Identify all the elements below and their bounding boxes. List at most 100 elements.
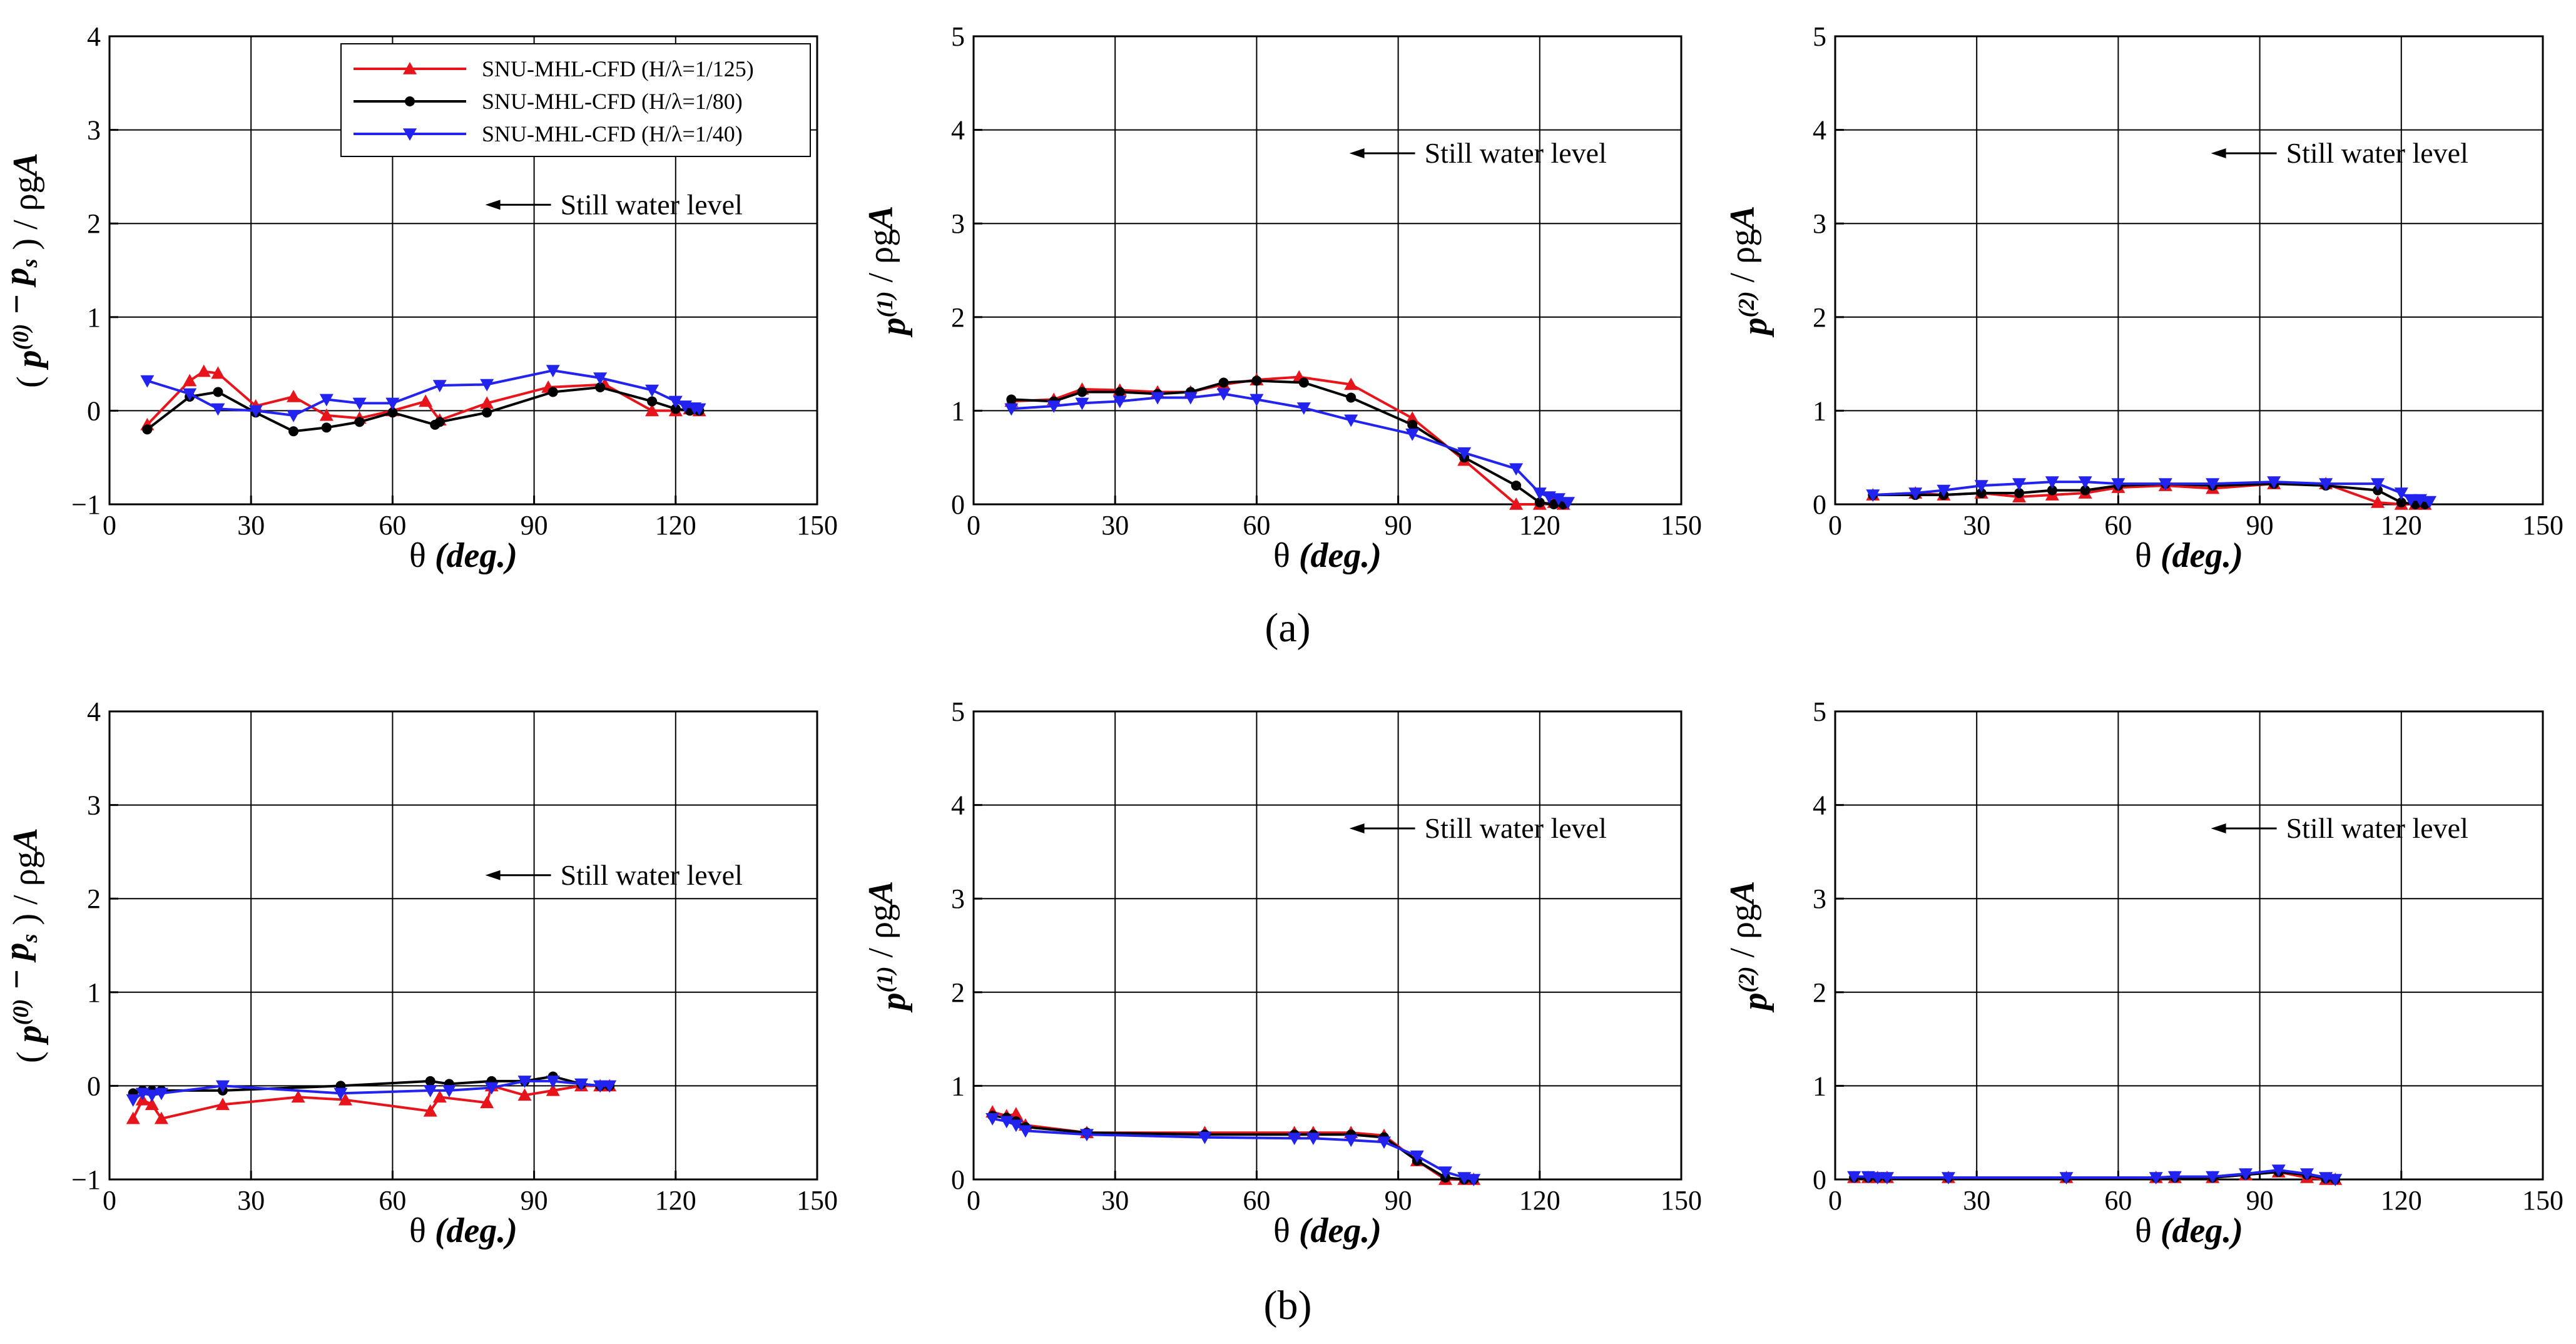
data-point-0	[1509, 497, 1524, 510]
y-tick-label: 4	[1813, 115, 1826, 146]
data-point-1	[1534, 497, 1545, 508]
x-axis-label-part: (deg.)	[2161, 536, 2243, 575]
data-point-2	[1880, 1172, 1894, 1185]
data-point-2	[1861, 1171, 1875, 1184]
data-point-2	[1509, 463, 1524, 476]
y-tick-label: 1	[1813, 395, 1826, 426]
data-point-0	[287, 389, 301, 402]
data-point-2	[645, 384, 659, 397]
x-axis-label-a0: θ (deg.)	[409, 536, 517, 575]
data-point-0	[291, 1090, 305, 1103]
y-axis-label-part: (2)	[1734, 291, 1759, 317]
x-tick-label: 90	[1385, 1185, 1412, 1216]
plot-frame	[972, 710, 1683, 1181]
y-tick-label: 5	[1813, 21, 1826, 52]
data-point-2	[2149, 1172, 2163, 1185]
data-point-2	[126, 1094, 140, 1107]
annotation-still-water-level: Still water level	[2286, 812, 2468, 844]
data-point-2	[1216, 388, 1231, 401]
y-axis-label-part: / ρg	[1723, 229, 1762, 292]
data-point-2	[1847, 1171, 1861, 1184]
y-tick-label: 1	[1813, 1071, 1826, 1101]
figure-label-a: (a)	[1265, 605, 1310, 651]
data-point-1	[434, 417, 445, 427]
y-axis-label-part: (1)	[872, 966, 897, 992]
data-point-1	[482, 407, 492, 418]
legend-marker-2	[403, 128, 417, 141]
data-point-0	[183, 374, 197, 387]
x-tick-label: 0	[103, 1185, 116, 1216]
annotation-still-water-level: Still water level	[1425, 137, 1607, 169]
plot-frame	[1834, 35, 2544, 506]
y-tick-label: 0	[1813, 1164, 1826, 1195]
data-point-2	[546, 1076, 560, 1088]
data-point-2	[517, 1076, 532, 1088]
data-point-2	[1075, 397, 1089, 410]
y-tick-label: 0	[951, 489, 965, 520]
data-point-2	[2078, 476, 2092, 489]
x-axis-label-a2: θ (deg.)	[2135, 536, 2243, 575]
data-point-2	[215, 1080, 230, 1093]
y-tick-label: 3	[1813, 883, 1826, 914]
data-point-2	[2271, 1164, 2286, 1178]
data-point-2	[1198, 1131, 1212, 1144]
data-point-1	[387, 407, 398, 418]
data-point-2	[2403, 494, 2418, 507]
annotation-arrow-head	[2211, 148, 2226, 158]
y-axis-label-part: p	[10, 350, 49, 376]
y-axis-label-part: s	[17, 258, 42, 268]
annotation-arrow-head	[485, 870, 501, 880]
x-tick-label: 90	[2246, 510, 2274, 541]
data-point-2	[2059, 1172, 2074, 1185]
y-tick-label: 3	[951, 883, 965, 914]
legend-label-0: SNU-MHL-CFD (H/λ=1/125)	[482, 56, 754, 81]
y-axis-label-part: (	[10, 1051, 49, 1063]
y-tick-label: 5	[951, 696, 965, 727]
y-axis-label-part: (2)	[1734, 966, 1759, 992]
x-tick-label: 0	[967, 1185, 980, 1216]
data-point-2	[1561, 497, 1576, 510]
data-point-2	[2371, 478, 2385, 491]
x-axis-label-part: θ	[1273, 536, 1299, 575]
data-point-2	[333, 1087, 348, 1101]
x-axis-label-b1: θ (deg.)	[1273, 1211, 1382, 1250]
x-tick-label: 150	[1661, 1185, 1702, 1216]
x-tick-label: 120	[1519, 1185, 1560, 1216]
x-tick-label: 150	[797, 1185, 838, 1216]
annotation-still-water-level: Still water level	[2286, 137, 2468, 169]
y-axis-label-part: A	[6, 153, 45, 178]
y-axis-label-b2: p(2) / ρgA	[1723, 881, 1774, 1013]
data-point-1	[670, 404, 681, 414]
plot-frame	[108, 710, 818, 1181]
data-point-2	[1047, 400, 1061, 413]
plot-frame	[972, 35, 1683, 506]
data-point-0	[432, 1090, 447, 1103]
data-point-1	[321, 422, 332, 433]
data-point-2	[1551, 493, 1565, 506]
x-tick-label: 60	[379, 1185, 406, 1216]
annotation-still-water-level: Still water level	[561, 859, 743, 891]
series-line-1	[1011, 379, 1564, 506]
data-point-2	[593, 372, 608, 385]
data-point-2	[1079, 1129, 1094, 1142]
y-axis-label-part: ) / ρg	[6, 851, 45, 934]
y-axis-label-a1: p(1) / ρgA	[862, 206, 913, 338]
data-point-2	[480, 379, 494, 392]
y-tick-label: 4	[951, 115, 965, 146]
x-tick-label: 150	[2522, 510, 2563, 541]
data-point-1	[1346, 392, 1357, 403]
y-tick-label: 0	[951, 1164, 965, 1195]
y-axis-label-a2: p(2) / ρgA	[1723, 206, 1774, 338]
x-tick-label: 0	[103, 510, 116, 541]
chart-panel-b1: 0 30 60 90 120 150 0 1 2 3 4 5 θ (deg.) p(1) / ρgA Sti…	[862, 696, 1702, 1250]
x-tick-label: 30	[237, 1185, 265, 1216]
x-tick-label: 90	[521, 1185, 548, 1216]
annotation-arrow-head	[1349, 823, 1365, 833]
y-axis-label-part: p	[874, 317, 913, 337]
y-axis-label-part: / ρg	[862, 229, 900, 292]
y-tick-label: 4	[87, 21, 101, 52]
x-tick-label: 30	[237, 510, 265, 541]
y-tick-label: 2	[951, 977, 965, 1008]
data-point-0	[211, 366, 225, 379]
data-point-1	[2047, 485, 2057, 496]
